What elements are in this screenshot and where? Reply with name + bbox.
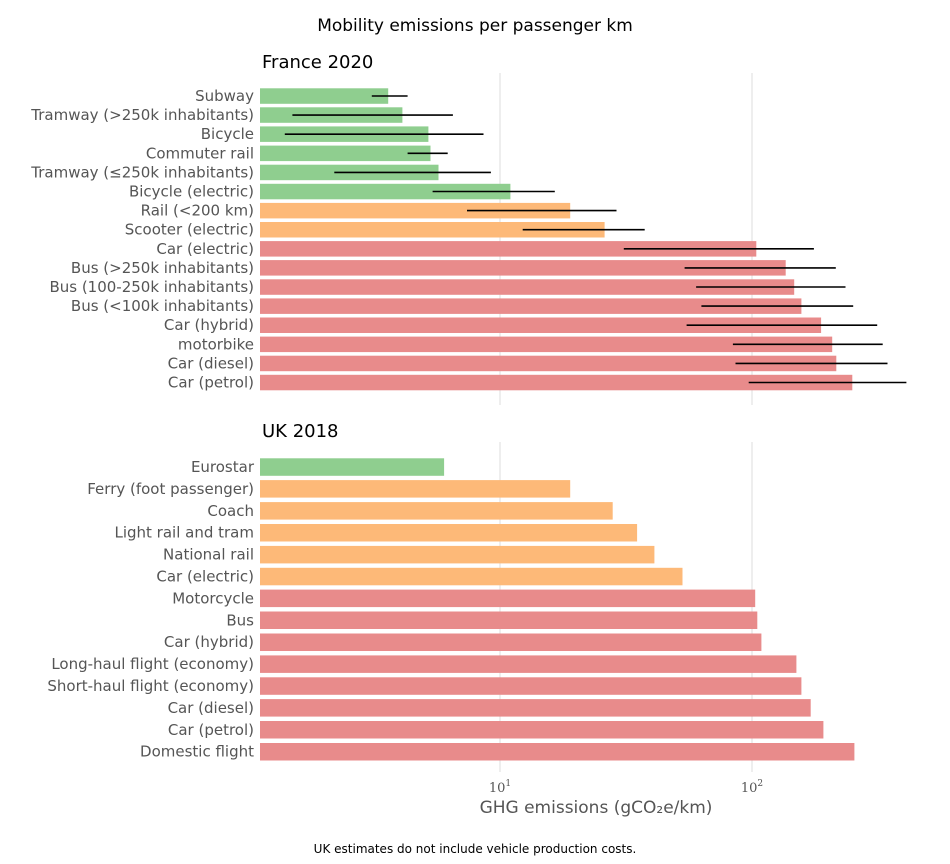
category-label-uk-2018-short-haul-flight-economy: Short-haul flight (economy)	[47, 677, 254, 695]
bar-uk-2018-domestic-flight	[260, 743, 855, 761]
category-label-uk-2018-national-rail: National rail	[163, 546, 254, 564]
category-label-france-2020-subway: Subway	[195, 87, 254, 105]
bar-france-2020-car-electric	[260, 241, 757, 257]
x-tick-exponent: 1	[505, 779, 511, 789]
bar-uk-2018-long-haul-flight-economy	[260, 655, 797, 673]
category-label-france-2020-tramway-250k-inhabitants: Tramway (≤250k inhabitants)	[30, 163, 254, 181]
chart-title: Mobility emissions per passenger km	[317, 16, 633, 36]
bar-uk-2018-light-rail-and-tram	[260, 524, 638, 542]
category-label-france-2020-scooter-electric: Scooter (electric)	[125, 221, 254, 239]
x-tick-base: 10	[741, 781, 758, 796]
bar-uk-2018-motorcycle	[260, 589, 756, 608]
category-label-uk-2018-car-electric: Car (electric)	[156, 568, 254, 586]
category-label-france-2020-commuter-rail: Commuter rail	[146, 144, 254, 162]
category-label-uk-2018-domestic-flight: Domestic flight	[140, 743, 254, 761]
category-label-france-2020-bus-100-250k-inhabitants: Bus (100-250k inhabitants)	[49, 278, 254, 296]
category-label-uk-2018-coach: Coach	[207, 502, 254, 520]
bar-uk-2018-car-hybrid	[260, 633, 762, 651]
bar-france-2020-subway	[260, 88, 389, 104]
category-label-france-2020-rail-200-km: Rail (<200 km)	[141, 202, 254, 220]
category-label-uk-2018-bus: Bus	[226, 611, 254, 629]
bar-uk-2018-bus	[260, 611, 758, 629]
category-label-uk-2018-car-diesel: Car (diesel)	[168, 699, 254, 717]
category-label-uk-2018-long-haul-flight-economy: Long-haul flight (economy)	[51, 655, 254, 673]
x-axis-label: GHG emissions (gCO₂e/km)	[480, 798, 713, 818]
bar-france-2020-bus-100k-inhabitants	[260, 298, 802, 314]
x-tick-labels: 101 102	[489, 779, 763, 796]
bar-uk-2018-ferry-foot-passenger	[260, 480, 571, 498]
bar-france-2020-bicycle-electric	[260, 183, 511, 200]
panel-title-france: France 2020	[262, 52, 373, 73]
bars	[260, 88, 855, 761]
category-label-france-2020-car-petrol: Car (petrol)	[168, 374, 254, 392]
category-label-france-2020-car-electric: Car (electric)	[156, 240, 254, 258]
category-label-uk-2018-eurostar: Eurostar	[191, 458, 255, 476]
bar-france-2020-car-diesel	[260, 355, 837, 372]
bar-france-2020-bus-250k-inhabitants	[260, 260, 786, 276]
bar-france-2020-bus-100-250k-inhabitants	[260, 279, 795, 295]
bar-france-2020-car-petrol	[260, 374, 853, 391]
error-bars	[284, 95, 907, 384]
x-tick-label-10: 101	[489, 779, 511, 796]
bar-france-2020-car-hybrid	[260, 317, 822, 333]
category-label-france-2020-tramway-250k-inhabitants: Tramway (>250k inhabitants)	[30, 106, 254, 124]
footnote: UK estimates do not include vehicle prod…	[314, 842, 637, 856]
panel-title-uk: UK 2018	[262, 421, 339, 442]
x-tick-exponent: 2	[757, 779, 763, 789]
category-label-france-2020-bus-250k-inhabitants: Bus (>250k inhabitants)	[71, 259, 254, 277]
category-label-france-2020-bicycle-electric: Bicycle (electric)	[129, 183, 254, 201]
category-label-france-2020-car-hybrid: Car (hybrid)	[164, 316, 254, 334]
bar-france-2020-motorbike	[260, 336, 833, 353]
bar-uk-2018-national-rail	[260, 545, 655, 564]
category-label-uk-2018-motorcycle: Motorcycle	[172, 589, 254, 607]
category-label-uk-2018-car-hybrid: Car (hybrid)	[164, 633, 254, 651]
bar-uk-2018-car-electric	[260, 567, 683, 586]
x-tick-label-100: 102	[741, 779, 763, 796]
bar-uk-2018-short-haul-flight-economy	[260, 677, 802, 695]
category-label-uk-2018-car-petrol: Car (petrol)	[168, 721, 254, 739]
category-label-uk-2018-ferry-foot-passenger: Ferry (foot passenger)	[87, 480, 254, 498]
category-label-france-2020-bicycle: Bicycle	[201, 125, 254, 143]
bar-uk-2018-coach	[260, 502, 613, 520]
bar-uk-2018-car-diesel	[260, 699, 811, 717]
category-label-uk-2018-light-rail-and-tram: Light rail and tram	[114, 524, 254, 542]
category-label-france-2020-car-diesel: Car (diesel)	[168, 354, 254, 372]
category-label-france-2020-bus-100k-inhabitants: Bus (<100k inhabitants)	[71, 297, 254, 315]
bar-france-2020-rail-200-km	[260, 202, 571, 219]
bar-france-2020-scooter-electric	[260, 222, 605, 238]
bar-france-2020-commuter-rail	[260, 145, 431, 162]
category-label-france-2020-motorbike: motorbike	[178, 335, 254, 353]
bar-uk-2018-car-petrol	[260, 721, 824, 739]
bar-uk-2018-eurostar	[260, 458, 445, 476]
x-tick-base: 10	[489, 781, 506, 796]
